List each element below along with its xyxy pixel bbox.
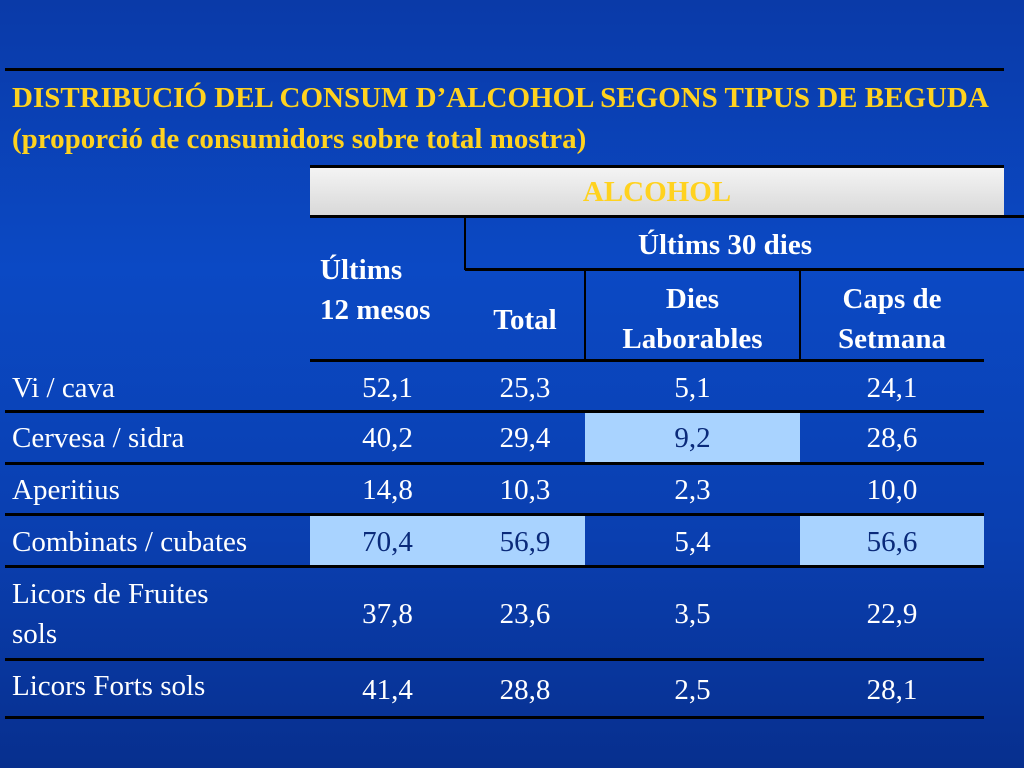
cell-setmana: 56,6 bbox=[866, 526, 918, 558]
v-divider-2 bbox=[799, 270, 801, 360]
cell-setmana: 24,1 bbox=[866, 372, 918, 404]
row-rule-6 bbox=[5, 716, 984, 719]
alcohol-band bbox=[310, 168, 1004, 216]
cell-laborables: 5,4 bbox=[674, 526, 711, 558]
highlight-combinats-setmana bbox=[800, 516, 984, 566]
cell-total: 10,3 bbox=[499, 474, 551, 506]
cell-v12: 70,4 bbox=[362, 526, 413, 558]
alcohol-top-rule bbox=[310, 165, 1004, 168]
header-laborables: Dies Laborables bbox=[622, 283, 763, 355]
cell-v12: 37,8 bbox=[362, 598, 413, 630]
cell-setmana: 22,9 bbox=[866, 598, 918, 630]
cell-setmana: 10,0 bbox=[866, 474, 918, 506]
cell-total: 28,8 bbox=[499, 674, 551, 706]
row-rule-2 bbox=[5, 462, 984, 465]
header-ultims-30: Últims 30 dies bbox=[638, 229, 812, 261]
top-rule bbox=[5, 68, 1004, 71]
header-total: Total bbox=[493, 304, 557, 336]
header-alcohol: ALCOHOL bbox=[582, 176, 732, 208]
highlight-combinats-total bbox=[465, 516, 585, 566]
header-ultims-12: Últims 12 mesos bbox=[320, 254, 431, 326]
cell-laborables: 9,2 bbox=[674, 422, 711, 454]
highlight-cervesa-laborables bbox=[585, 413, 800, 463]
cell-setmana: 28,1 bbox=[866, 674, 918, 706]
cell-laborables: 2,5 bbox=[674, 674, 711, 706]
table-title: DISTRIBUCIÓ DEL CONSUM D’ALCOHOL SEGONS … bbox=[12, 82, 988, 155]
cell-total: 56,9 bbox=[499, 526, 551, 558]
alcohol-bottom-rule bbox=[310, 215, 1024, 218]
row-rule-1 bbox=[5, 410, 984, 413]
row-label: Cervesa / sidra bbox=[12, 422, 185, 454]
highlight-combinats-12 bbox=[310, 516, 465, 566]
cell-setmana: 28,6 bbox=[866, 422, 918, 454]
cell-v12: 14,8 bbox=[362, 474, 413, 506]
cell-v12: 40,2 bbox=[362, 422, 413, 454]
cell-total: 29,4 bbox=[499, 422, 551, 454]
cell-v12: 41,4 bbox=[362, 674, 413, 706]
cell-laborables: 5,1 bbox=[674, 372, 711, 404]
row-rule-4 bbox=[5, 565, 984, 568]
row-rule-3 bbox=[5, 513, 984, 516]
cell-laborables: 3,5 bbox=[674, 598, 711, 630]
header-bottom-rule bbox=[310, 359, 984, 362]
row-rule-5 bbox=[5, 658, 984, 661]
v-divider-1 bbox=[584, 270, 586, 360]
row-label: Aperitius bbox=[12, 474, 120, 506]
cell-total: 25,3 bbox=[499, 372, 551, 404]
row-label: Vi / cava bbox=[12, 372, 115, 404]
cell-total: 23,6 bbox=[499, 598, 551, 630]
cell-v12: 52,1 bbox=[362, 372, 413, 404]
cell-laborables: 2,3 bbox=[674, 474, 711, 506]
row-label: Licors Forts sols bbox=[12, 670, 206, 702]
v-divider-ultims30 bbox=[464, 216, 466, 270]
ultims30-underline bbox=[465, 268, 1024, 271]
row-label: Licors de Fruites sols bbox=[12, 578, 209, 650]
row-label: Combinats / cubates bbox=[12, 526, 248, 558]
header-setmana: Caps de Setmana bbox=[838, 283, 946, 355]
